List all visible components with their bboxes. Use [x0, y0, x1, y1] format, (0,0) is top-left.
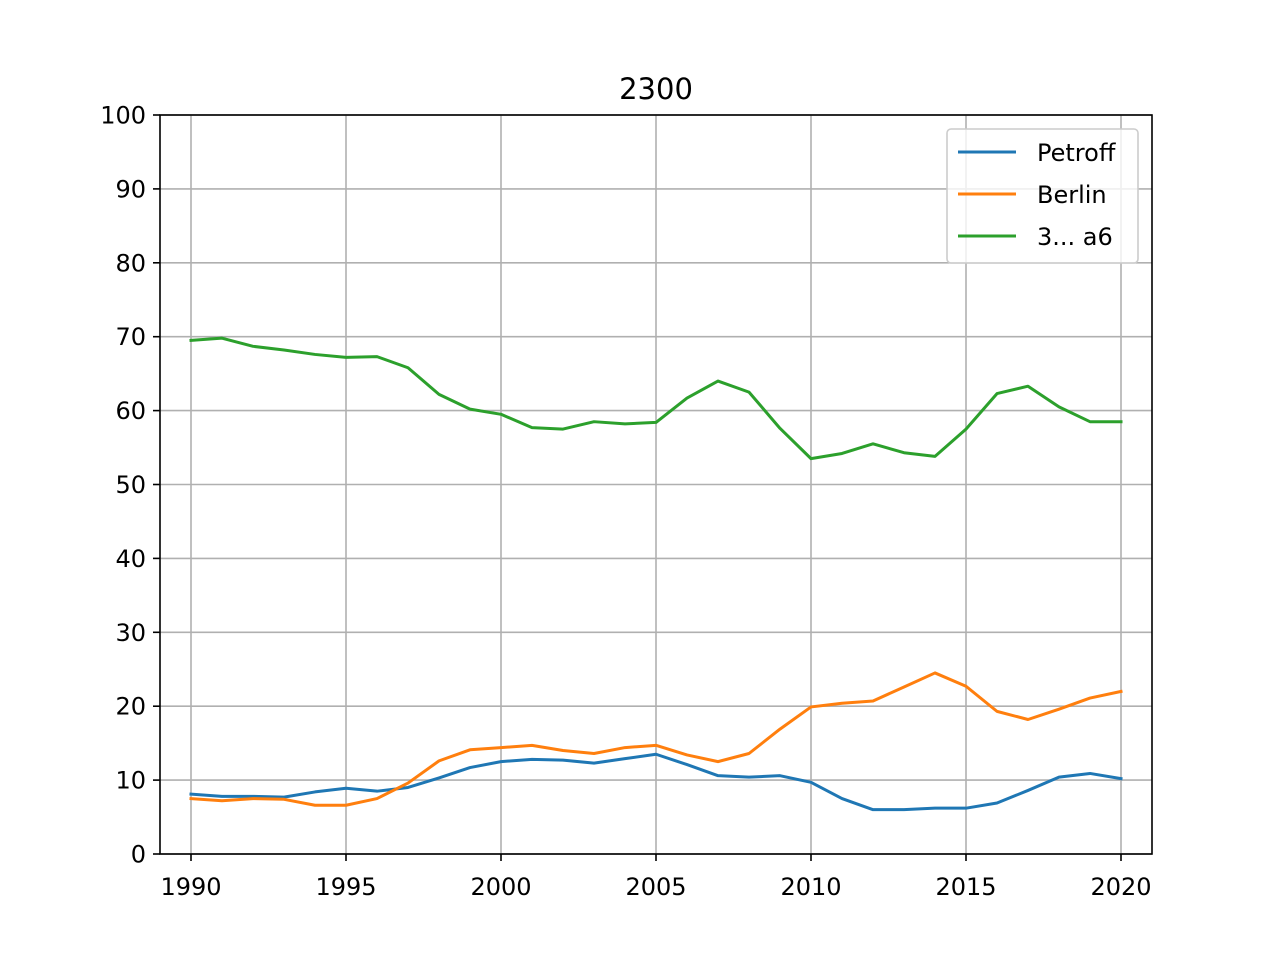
legend-label: 3... a6	[1037, 223, 1113, 251]
x-axis: 1990 1995 2000 2005 2010 2015 2020	[160, 854, 1152, 901]
legend-label: Berlin	[1037, 181, 1107, 209]
y-tick-label: 20	[115, 693, 146, 721]
x-tick-label: 2000	[470, 873, 531, 901]
series-line-2	[189, 336, 1123, 461]
y-tick-label: 90	[115, 175, 146, 203]
y-tick-label: 60	[115, 397, 146, 425]
series-line-0	[189, 752, 1123, 812]
x-tick-label: 2015	[935, 873, 996, 901]
y-tick-label: 100	[100, 102, 146, 130]
y-tick-label: 10	[115, 767, 146, 795]
legend: Petroff Berlin 3... a6	[946, 128, 1139, 264]
y-tick-label: 50	[115, 471, 146, 499]
x-tick-label: 1990	[160, 873, 221, 901]
x-tick-label: 1995	[315, 873, 376, 901]
y-tick-label: 0	[131, 841, 146, 869]
series-lines	[189, 336, 1123, 812]
y-tick-label: 80	[115, 249, 146, 277]
series-line-1	[189, 671, 1123, 807]
chart-title: 2300	[619, 72, 693, 106]
legend-box	[946, 128, 1139, 264]
x-tick-label: 2005	[625, 873, 686, 901]
x-tick-label: 2010	[780, 873, 841, 901]
y-axis: 0 10 20 30 40 50 60 70 80 90 100	[100, 102, 160, 869]
y-tick-label: 70	[115, 323, 146, 351]
x-tick-label: 2020	[1090, 873, 1151, 901]
y-tick-label: 30	[115, 619, 146, 647]
legend-label: Petroff	[1037, 139, 1116, 167]
y-tick-label: 40	[115, 545, 146, 573]
